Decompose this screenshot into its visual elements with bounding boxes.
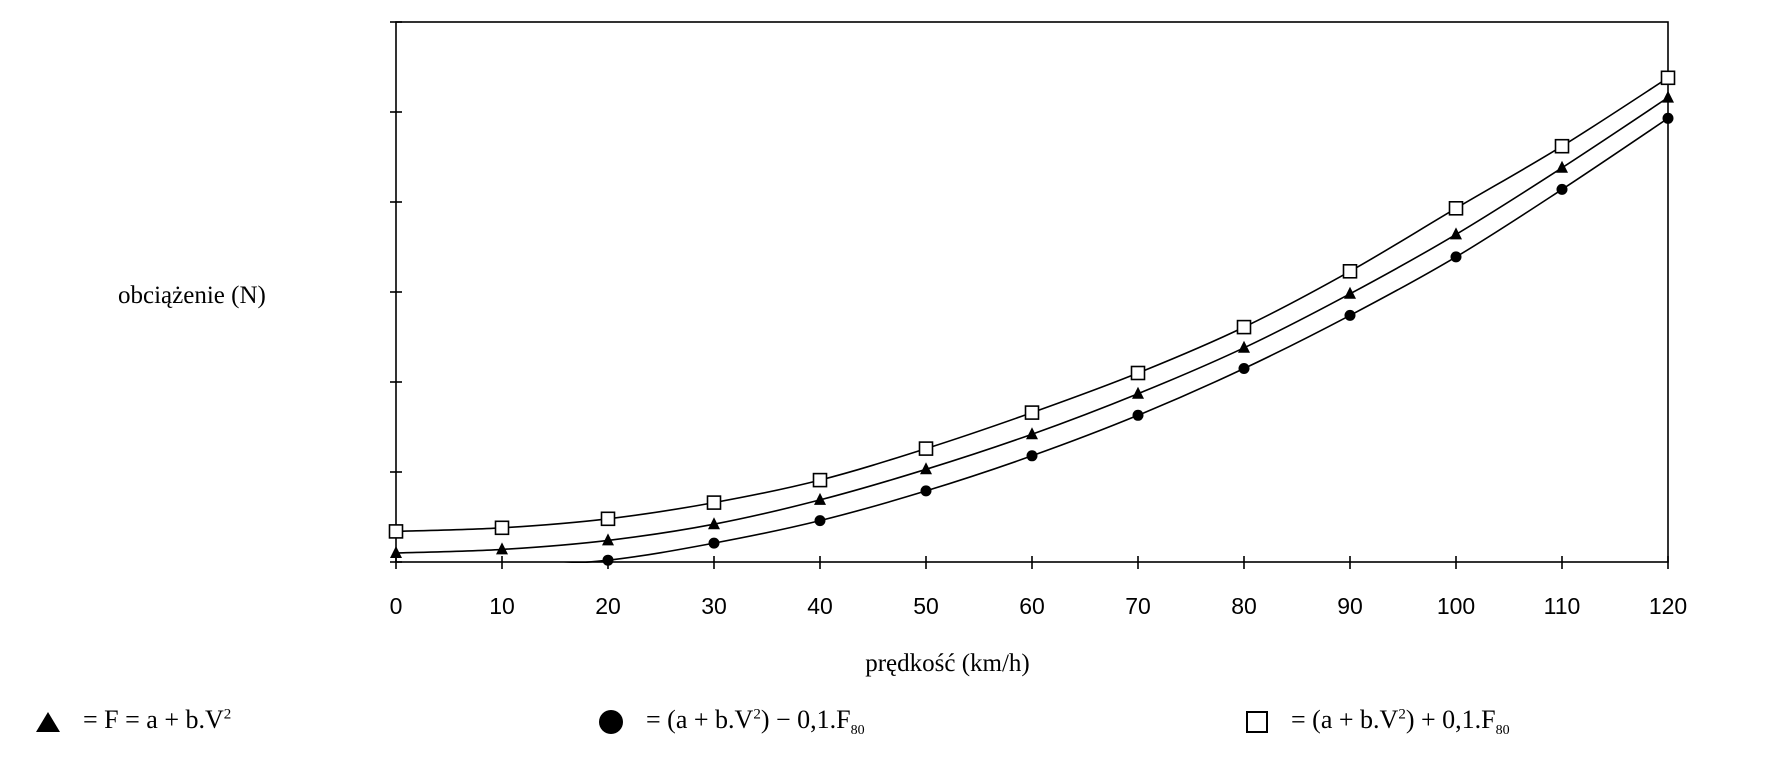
point-triangle	[1450, 227, 1462, 240]
point-circle	[1238, 363, 1250, 374]
point-triangle	[1344, 286, 1356, 299]
series-line-triangle	[396, 96, 1668, 554]
x-axis-label: prędkość (km/h)	[865, 650, 1030, 677]
x-tick-label: 100	[1437, 593, 1475, 619]
x-tick-label: 120	[1649, 593, 1687, 619]
point-square	[706, 495, 722, 510]
point-circle	[1344, 309, 1356, 321]
legend-square-sub: 80	[1495, 723, 1510, 739]
point-square	[1554, 138, 1570, 154]
point-square	[494, 520, 510, 536]
legend-circle-sub: 80	[850, 723, 865, 739]
point-square	[1342, 263, 1358, 279]
point-triangle	[708, 517, 720, 530]
legend-circle-mid: ) − 0,1.F	[760, 705, 851, 734]
x-tick-label: 90	[1337, 593, 1363, 619]
x-tick-label: 20	[595, 593, 621, 619]
point-triangle	[1556, 160, 1568, 173]
triangle-marker-icon	[36, 712, 60, 733]
point-circle	[1556, 183, 1568, 195]
point-circle	[814, 515, 826, 527]
point-triangle	[1026, 427, 1038, 440]
legend-item-circle: = (a + b.V2) − 0,1.F80	[598, 705, 865, 739]
point-circle	[920, 485, 932, 497]
point-square	[1660, 70, 1676, 86]
plot-frame	[395, 21, 1669, 563]
point-square	[1024, 405, 1040, 420]
x-tick-label: 110	[1544, 593, 1581, 619]
x-tick-label: 10	[489, 593, 515, 619]
point-circle	[708, 537, 720, 549]
point-square	[600, 511, 616, 527]
point-triangle	[1662, 90, 1674, 103]
point-triangle	[390, 546, 402, 558]
circle-marker-icon	[599, 710, 623, 735]
x-tick-label: 60	[1019, 593, 1045, 619]
x-tick-label: 0	[390, 593, 403, 619]
point-triangle	[920, 462, 932, 475]
point-triangle	[814, 492, 826, 505]
square-marker-icon	[1246, 711, 1268, 734]
point-triangle	[496, 542, 508, 555]
legend-triangle-sup: 2	[223, 706, 232, 723]
legend-circle-text: = (a + b.V	[646, 705, 754, 734]
point-square	[1448, 201, 1464, 216]
legend-triangle-text: = F = a + b.V	[83, 705, 224, 734]
point-square	[812, 472, 828, 488]
legend-square-mid: ) + 0,1.F	[1405, 705, 1496, 734]
point-square	[388, 524, 404, 539]
point-circle	[1450, 251, 1462, 263]
legend-item-triangle: = F = a + b.V2	[35, 705, 231, 735]
x-tick-label: 30	[701, 593, 727, 619]
point-triangle	[1238, 340, 1250, 353]
point-square	[918, 441, 934, 456]
legend-square-sup: 2	[1398, 706, 1406, 723]
legend-square-text: = (a + b.V	[1291, 705, 1399, 734]
point-circle	[602, 554, 614, 566]
point-square	[1236, 319, 1252, 335]
x-tick-label: 80	[1231, 593, 1257, 619]
point-triangle	[602, 533, 614, 546]
point-triangle	[1132, 386, 1144, 399]
series-line-circle	[563, 117, 1668, 563]
x-tick-label: 70	[1125, 593, 1151, 619]
legend-item-square: = (a + b.V2) + 0,1.F80	[1245, 705, 1510, 739]
series-line-square	[396, 77, 1668, 533]
y-axis-label: obciążenie (N)	[118, 282, 266, 309]
x-tick-label: 40	[807, 593, 833, 619]
x-tick-label: 50	[913, 593, 939, 619]
point-circle	[1132, 409, 1144, 421]
legend-circle-sup: 2	[753, 706, 761, 723]
point-circle	[1662, 112, 1674, 124]
point-circle	[1026, 450, 1038, 462]
point-square	[1130, 365, 1146, 381]
